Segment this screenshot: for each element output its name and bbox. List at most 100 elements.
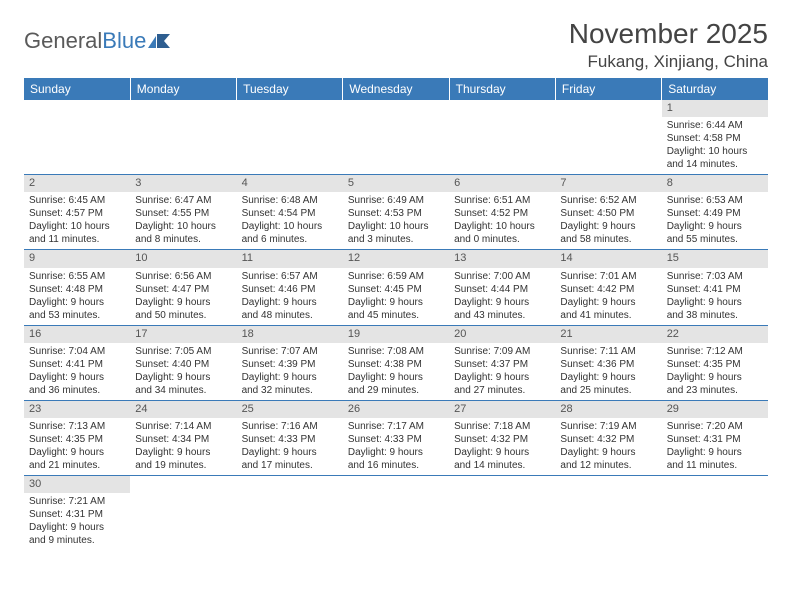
day-details: Sunrise: 6:56 AMSunset: 4:47 PMDaylight:… bbox=[130, 268, 236, 325]
day-line: Daylight: 10 hours bbox=[242, 220, 338, 233]
day-number: 10 bbox=[130, 250, 236, 267]
day-cell: 2Sunrise: 6:45 AMSunset: 4:57 PMDaylight… bbox=[24, 175, 130, 250]
day-cell: 11Sunrise: 6:57 AMSunset: 4:46 PMDayligh… bbox=[237, 250, 343, 325]
day-details: Sunrise: 7:18 AMSunset: 4:32 PMDaylight:… bbox=[449, 418, 555, 475]
empty-cell bbox=[130, 475, 236, 550]
day-cell: 6Sunrise: 6:51 AMSunset: 4:52 PMDaylight… bbox=[449, 175, 555, 250]
day-details: Sunrise: 7:05 AMSunset: 4:40 PMDaylight:… bbox=[130, 343, 236, 400]
day-line: Daylight: 9 hours bbox=[242, 371, 338, 384]
day-line: Sunset: 4:54 PM bbox=[242, 207, 338, 220]
day-number: 29 bbox=[662, 401, 768, 418]
weekday-heading: Friday bbox=[555, 78, 661, 100]
day-line: Sunset: 4:35 PM bbox=[667, 358, 763, 371]
day-cell: 14Sunrise: 7:01 AMSunset: 4:42 PMDayligh… bbox=[555, 250, 661, 325]
day-cell: 19Sunrise: 7:08 AMSunset: 4:38 PMDayligh… bbox=[343, 325, 449, 400]
day-line: and 50 minutes. bbox=[135, 309, 231, 322]
day-number: 27 bbox=[449, 401, 555, 418]
day-line: Sunset: 4:41 PM bbox=[29, 358, 125, 371]
day-number: 9 bbox=[24, 250, 130, 267]
day-line: Sunrise: 6:52 AM bbox=[560, 194, 656, 207]
day-cell: 21Sunrise: 7:11 AMSunset: 4:36 PMDayligh… bbox=[555, 325, 661, 400]
day-line: Sunset: 4:57 PM bbox=[29, 207, 125, 220]
day-line: Daylight: 9 hours bbox=[454, 371, 550, 384]
day-line: Daylight: 9 hours bbox=[135, 446, 231, 459]
day-line: Daylight: 9 hours bbox=[242, 296, 338, 309]
day-line: and 16 minutes. bbox=[348, 459, 444, 472]
day-number: 15 bbox=[662, 250, 768, 267]
day-line: Sunset: 4:50 PM bbox=[560, 207, 656, 220]
day-line: and 11 minutes. bbox=[29, 233, 125, 246]
day-details: Sunrise: 7:09 AMSunset: 4:37 PMDaylight:… bbox=[449, 343, 555, 400]
day-line: Sunrise: 7:08 AM bbox=[348, 345, 444, 358]
day-details: Sunrise: 7:19 AMSunset: 4:32 PMDaylight:… bbox=[555, 418, 661, 475]
day-details: Sunrise: 7:08 AMSunset: 4:38 PMDaylight:… bbox=[343, 343, 449, 400]
day-line: Sunset: 4:37 PM bbox=[454, 358, 550, 371]
day-line: and 32 minutes. bbox=[242, 384, 338, 397]
location: Fukang, Xinjiang, China bbox=[569, 52, 768, 72]
weekday-heading: Saturday bbox=[662, 78, 768, 100]
day-line: and 34 minutes. bbox=[135, 384, 231, 397]
day-line: and 19 minutes. bbox=[135, 459, 231, 472]
day-cell: 7Sunrise: 6:52 AMSunset: 4:50 PMDaylight… bbox=[555, 175, 661, 250]
calendar-row: 1Sunrise: 6:44 AMSunset: 4:58 PMDaylight… bbox=[24, 100, 768, 175]
day-line: Sunrise: 7:21 AM bbox=[29, 495, 125, 508]
day-line: Daylight: 9 hours bbox=[135, 296, 231, 309]
day-line: and 27 minutes. bbox=[454, 384, 550, 397]
day-line: Sunset: 4:46 PM bbox=[242, 283, 338, 296]
day-number: 22 bbox=[662, 326, 768, 343]
empty-cell bbox=[24, 100, 130, 175]
day-line: Sunrise: 7:17 AM bbox=[348, 420, 444, 433]
empty-cell bbox=[343, 475, 449, 550]
day-line: Daylight: 9 hours bbox=[29, 371, 125, 384]
day-line: Daylight: 9 hours bbox=[667, 296, 763, 309]
day-line: Daylight: 9 hours bbox=[454, 296, 550, 309]
day-cell: 29Sunrise: 7:20 AMSunset: 4:31 PMDayligh… bbox=[662, 400, 768, 475]
day-number: 13 bbox=[449, 250, 555, 267]
day-number: 20 bbox=[449, 326, 555, 343]
day-line: and 14 minutes. bbox=[667, 158, 763, 171]
day-details: Sunrise: 7:20 AMSunset: 4:31 PMDaylight:… bbox=[662, 418, 768, 475]
day-number: 24 bbox=[130, 401, 236, 418]
day-line: Sunrise: 6:47 AM bbox=[135, 194, 231, 207]
day-line: Sunset: 4:53 PM bbox=[348, 207, 444, 220]
day-number: 16 bbox=[24, 326, 130, 343]
day-cell: 13Sunrise: 7:00 AMSunset: 4:44 PMDayligh… bbox=[449, 250, 555, 325]
brand-part2: Blue bbox=[102, 28, 146, 54]
day-line: and 38 minutes. bbox=[667, 309, 763, 322]
day-line: Daylight: 9 hours bbox=[667, 220, 763, 233]
day-line: and 17 minutes. bbox=[242, 459, 338, 472]
day-cell: 23Sunrise: 7:13 AMSunset: 4:35 PMDayligh… bbox=[24, 400, 130, 475]
day-line: and 23 minutes. bbox=[667, 384, 763, 397]
day-line: Sunset: 4:32 PM bbox=[560, 433, 656, 446]
day-line: Sunrise: 7:14 AM bbox=[135, 420, 231, 433]
day-line: Sunrise: 7:09 AM bbox=[454, 345, 550, 358]
day-cell: 18Sunrise: 7:07 AMSunset: 4:39 PMDayligh… bbox=[237, 325, 343, 400]
day-cell: 3Sunrise: 6:47 AMSunset: 4:55 PMDaylight… bbox=[130, 175, 236, 250]
day-line: Sunset: 4:33 PM bbox=[348, 433, 444, 446]
day-cell: 8Sunrise: 6:53 AMSunset: 4:49 PMDaylight… bbox=[662, 175, 768, 250]
day-line: Daylight: 10 hours bbox=[348, 220, 444, 233]
calendar-row: 16Sunrise: 7:04 AMSunset: 4:41 PMDayligh… bbox=[24, 325, 768, 400]
day-line: Daylight: 9 hours bbox=[348, 296, 444, 309]
day-line: Sunrise: 7:03 AM bbox=[667, 270, 763, 283]
day-line: and 53 minutes. bbox=[29, 309, 125, 322]
day-line: Sunrise: 6:48 AM bbox=[242, 194, 338, 207]
day-line: Sunset: 4:38 PM bbox=[348, 358, 444, 371]
day-line: Daylight: 9 hours bbox=[560, 296, 656, 309]
header: GeneralBlue November 2025 Fukang, Xinjia… bbox=[24, 18, 768, 72]
day-line: Sunrise: 7:18 AM bbox=[454, 420, 550, 433]
empty-cell bbox=[343, 100, 449, 175]
empty-cell bbox=[130, 100, 236, 175]
day-line: Sunrise: 7:00 AM bbox=[454, 270, 550, 283]
calendar-row: 30Sunrise: 7:21 AMSunset: 4:31 PMDayligh… bbox=[24, 475, 768, 550]
day-cell: 20Sunrise: 7:09 AMSunset: 4:37 PMDayligh… bbox=[449, 325, 555, 400]
day-cell: 5Sunrise: 6:49 AMSunset: 4:53 PMDaylight… bbox=[343, 175, 449, 250]
day-line: Daylight: 9 hours bbox=[29, 296, 125, 309]
empty-cell bbox=[662, 475, 768, 550]
day-line: Sunset: 4:31 PM bbox=[29, 508, 125, 521]
day-cell: 25Sunrise: 7:16 AMSunset: 4:33 PMDayligh… bbox=[237, 400, 343, 475]
brand-logo: GeneralBlue bbox=[24, 28, 170, 54]
day-details: Sunrise: 6:57 AMSunset: 4:46 PMDaylight:… bbox=[237, 268, 343, 325]
day-details: Sunrise: 7:00 AMSunset: 4:44 PMDaylight:… bbox=[449, 268, 555, 325]
day-line: Sunrise: 7:04 AM bbox=[29, 345, 125, 358]
